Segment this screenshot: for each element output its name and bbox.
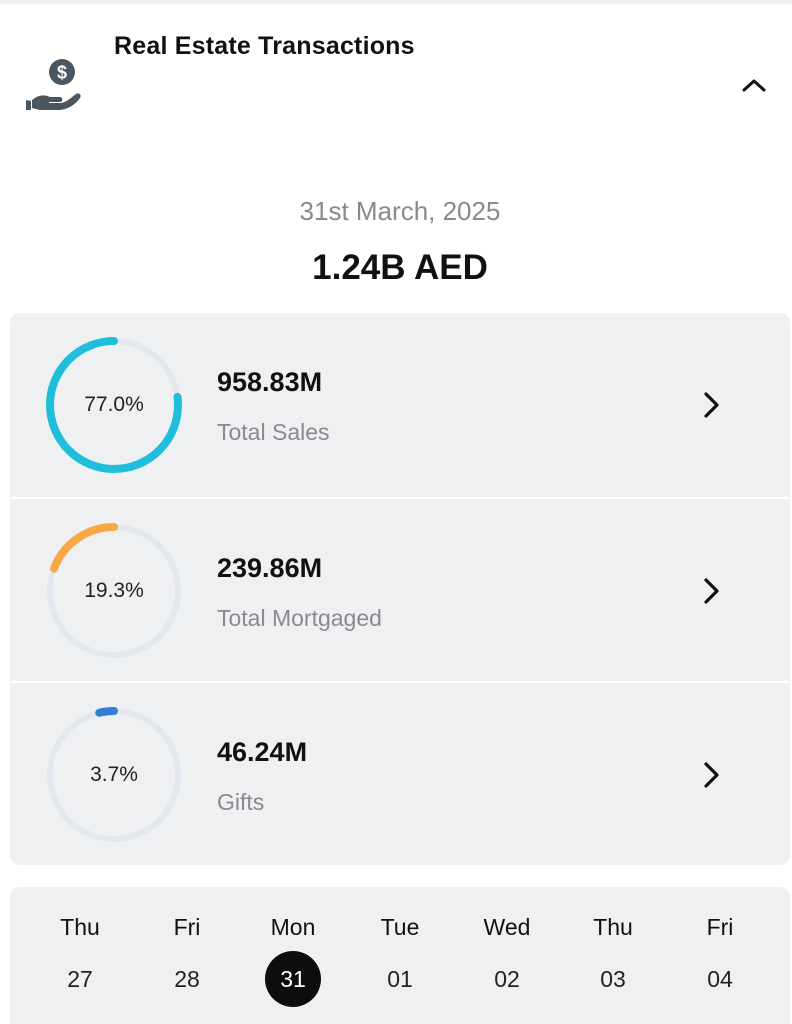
breakdown-row-total-sales[interactable]: 77.0% 958.83M Total Sales	[10, 313, 790, 497]
day-name: Fri	[706, 914, 734, 940]
day-item[interactable]: Mon 31	[239, 887, 347, 1024]
row-value: 239.86M	[217, 553, 323, 583]
row-label: Total Sales	[217, 419, 330, 445]
summary-date: 31st March, 2025	[299, 196, 501, 226]
day-name: Thu	[60, 914, 100, 940]
day-item[interactable]: Wed 02	[453, 887, 561, 1024]
progress-ring: 19.3%	[44, 521, 184, 661]
top-divider	[0, 0, 792, 4]
percent-label: 19.3%	[84, 579, 144, 602]
chevron-right-icon[interactable]	[696, 759, 726, 791]
percent-label: 3.7%	[90, 763, 138, 786]
breakdown-card: 77.0% 958.83M Total Sales 19.3% 239.86M …	[10, 313, 790, 865]
day-item[interactable]: Thu 27	[26, 887, 134, 1024]
day-item[interactable]: Tue 01	[346, 887, 454, 1024]
collapse-button[interactable]	[734, 68, 774, 102]
chevron-up-icon	[742, 79, 766, 92]
day-number: 04	[707, 965, 733, 992]
ring-progress	[46, 707, 182, 843]
ring-progress	[46, 523, 182, 659]
row-value: 958.83M	[217, 367, 323, 397]
day-number: 01	[387, 965, 413, 992]
svg-text:$: $	[57, 63, 67, 83]
day-number: 27	[67, 965, 93, 992]
ring-progress	[46, 337, 182, 473]
progress-ring: 3.7%	[44, 705, 184, 845]
breakdown-row-gifts[interactable]: 3.7% 46.24M Gifts	[10, 681, 790, 865]
day-number: 02	[494, 965, 520, 992]
row-label: Gifts	[217, 789, 265, 815]
chevron-right-icon[interactable]	[696, 389, 726, 421]
breakdown-row-total-mortgaged[interactable]: 19.3% 239.86M Total Mortgaged	[10, 497, 790, 683]
row-label: Total Mortgaged	[217, 605, 382, 631]
row-value: 46.24M	[217, 737, 308, 767]
date-picker-strip: Thu 27 Fri 28 Mon 31 Tue 01 Wed 02 Thu 0…	[10, 887, 790, 1024]
panel-title: Real Estate Transactions	[114, 32, 415, 60]
hand-dollar-icon: $	[22, 55, 84, 117]
day-name: Mon	[270, 914, 316, 940]
progress-ring: 77.0%	[44, 335, 184, 475]
day-item[interactable]: Fri 04	[666, 887, 774, 1024]
chevron-right-icon[interactable]	[696, 575, 726, 607]
day-item[interactable]: Fri 28	[133, 887, 241, 1024]
day-name: Fri	[173, 914, 201, 940]
day-number: 03	[600, 965, 626, 992]
day-number: 31	[265, 951, 321, 1007]
percent-label: 77.0%	[84, 393, 144, 416]
day-name: Thu	[593, 914, 633, 940]
summary-total: 1.24B AED	[312, 248, 488, 287]
day-name: Wed	[483, 914, 531, 940]
day-name: Tue	[380, 914, 420, 940]
day-number: 28	[174, 965, 200, 992]
day-item[interactable]: Thu 03	[559, 887, 667, 1024]
